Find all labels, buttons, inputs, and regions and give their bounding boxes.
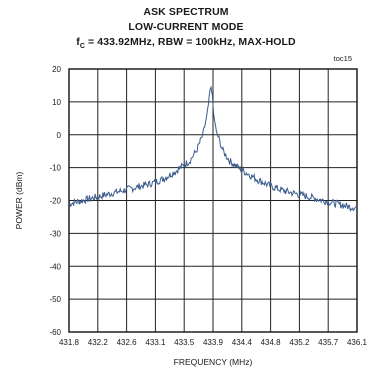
- x-tick-label: 432.6: [117, 338, 138, 347]
- y-axis-ticks: 20 10 0 -10 -20 -30 -40 -50 -60: [49, 65, 61, 337]
- x-tick-label: 435.7: [318, 338, 339, 347]
- series-line: [68, 85, 358, 213]
- y-tick-label: 10: [52, 98, 61, 107]
- x-tick-label: 436.1: [347, 338, 368, 347]
- x-tick-label: 432.2: [88, 338, 109, 347]
- y-tick-label: -30: [49, 229, 61, 238]
- y-tick-label: -10: [49, 164, 61, 173]
- plot-frame: [68, 68, 358, 333]
- x-axis-label: FREQUENCY (MHz): [174, 357, 253, 367]
- x-tick-label: 433.9: [203, 338, 224, 347]
- x-tick-label: 435.2: [289, 338, 310, 347]
- chart-title-line1: ASK SPECTRUM: [143, 6, 229, 18]
- x-tick-label: 434.8: [261, 338, 282, 347]
- figure-code: toc15: [333, 54, 352, 63]
- y-tick-label: 0: [57, 131, 62, 140]
- series-group: [68, 85, 358, 213]
- chart-title-line2: LOW-CURRENT MODE: [128, 21, 244, 33]
- x-tick-label: 434.4: [232, 338, 253, 347]
- y-tick-label: -50: [49, 295, 61, 304]
- x-axis-ticks: 431.8 432.2 432.6 433.1 433.5 433.9 434.4 434.8…: [59, 338, 368, 347]
- chart-title-line3: fC = 433.92MHz, RBW = 100kHz, MAX-HOLD: [76, 36, 296, 51]
- x-tick-label: 433.5: [174, 338, 195, 347]
- y-tick-label: 20: [52, 65, 61, 74]
- y-tick-label: -40: [49, 262, 61, 271]
- y-axis-label: POWER (dBm): [14, 172, 24, 230]
- chart-title-line3-rest: = 433.92MHz, RBW = 100kHz, MAX-HOLD: [85, 36, 296, 48]
- y-tick-label: -20: [49, 197, 61, 206]
- x-tick-label: 433.1: [145, 338, 166, 347]
- y-tick-label: -60: [49, 328, 61, 337]
- x-tick-label: 431.8: [59, 338, 80, 347]
